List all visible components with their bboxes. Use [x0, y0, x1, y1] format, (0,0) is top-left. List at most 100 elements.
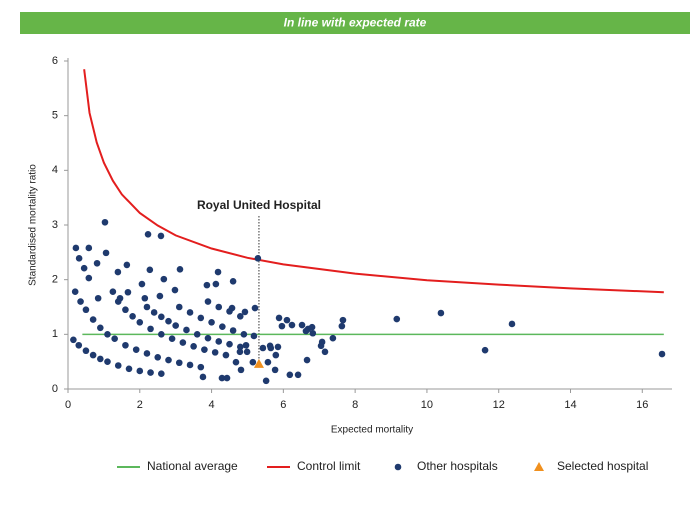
- point: [264, 358, 272, 366]
- x-tick-label: 2: [137, 399, 143, 411]
- point: [241, 308, 249, 316]
- point: [658, 350, 666, 358]
- y-tick-label: 3: [52, 219, 58, 231]
- x-tick-label: 4: [209, 399, 215, 411]
- point: [271, 366, 279, 374]
- y-tick-label: 0: [52, 383, 58, 395]
- x-tick-label: 16: [636, 399, 648, 411]
- point: [302, 327, 310, 335]
- x-axis-label: Expected mortality: [331, 425, 413, 436]
- point: [123, 261, 131, 269]
- point: [218, 374, 226, 382]
- point: [308, 323, 316, 331]
- point: [85, 274, 93, 282]
- point: [165, 356, 172, 364]
- point: [146, 266, 154, 274]
- point: [437, 309, 445, 317]
- point: [176, 265, 184, 273]
- point: [97, 355, 104, 363]
- point: [136, 367, 144, 375]
- y-tick-label: 5: [52, 110, 58, 122]
- legend-swatch: [394, 463, 402, 471]
- point: [94, 294, 102, 302]
- point: [109, 288, 117, 295]
- point: [222, 351, 230, 359]
- point: [190, 343, 197, 350]
- point: [175, 303, 183, 311]
- point: [175, 359, 183, 367]
- point: [183, 326, 190, 334]
- point: [71, 288, 79, 295]
- point: [82, 347, 90, 355]
- point: [508, 320, 516, 328]
- x-tick-label: 6: [280, 399, 286, 411]
- point: [215, 303, 223, 311]
- point: [236, 348, 244, 356]
- x-tick-label: 0: [65, 399, 71, 411]
- point: [481, 346, 489, 354]
- point: [77, 298, 84, 305]
- y-tick-label: 2: [52, 274, 58, 286]
- point: [158, 370, 165, 377]
- point: [101, 218, 109, 226]
- point: [193, 331, 201, 338]
- annotation: Royal United Hospital: [197, 198, 321, 212]
- point: [211, 349, 219, 356]
- point: [89, 316, 97, 323]
- point: [286, 371, 294, 379]
- point: [158, 313, 165, 321]
- point: [168, 335, 176, 343]
- point: [129, 312, 136, 320]
- point: [298, 321, 306, 329]
- point: [262, 377, 270, 385]
- point: [136, 319, 144, 326]
- point: [158, 331, 165, 338]
- point: [172, 322, 179, 329]
- point: [144, 230, 152, 238]
- point: [138, 280, 146, 288]
- point: [125, 365, 133, 373]
- point: [150, 309, 158, 316]
- legend-label: Other hospitals: [417, 459, 498, 473]
- point: [215, 338, 223, 345]
- point: [229, 278, 237, 285]
- point: [132, 346, 140, 353]
- point: [124, 288, 132, 296]
- point: [104, 331, 111, 338]
- point: [249, 358, 257, 366]
- point: [122, 306, 129, 314]
- point: [97, 324, 104, 332]
- line-series: [83, 69, 664, 294]
- point: [114, 268, 122, 276]
- point: [197, 314, 205, 322]
- point: [278, 322, 286, 330]
- point: [147, 369, 154, 376]
- point: [243, 348, 251, 356]
- point: [89, 351, 97, 359]
- x-tick-label: 12: [493, 399, 505, 411]
- point: [223, 374, 231, 382]
- point: [251, 304, 259, 312]
- point: [186, 309, 194, 316]
- point: [102, 249, 110, 257]
- point: [75, 341, 83, 349]
- point: [157, 232, 165, 240]
- point: [197, 363, 205, 371]
- point: [272, 351, 280, 359]
- point: [259, 344, 267, 352]
- point: [338, 322, 346, 330]
- point: [208, 319, 215, 326]
- point: [111, 335, 118, 343]
- point: [122, 341, 129, 349]
- x-tick-label: 10: [421, 399, 433, 411]
- point: [274, 343, 282, 351]
- point: [236, 343, 244, 351]
- y-axis-label: Standardised mortality ratio: [28, 164, 39, 286]
- point: [226, 340, 233, 348]
- point: [309, 329, 317, 337]
- point: [240, 331, 248, 338]
- point: [236, 312, 244, 320]
- point: [254, 255, 262, 262]
- point: [143, 303, 151, 311]
- chart-title: In line with expected rate: [284, 16, 427, 30]
